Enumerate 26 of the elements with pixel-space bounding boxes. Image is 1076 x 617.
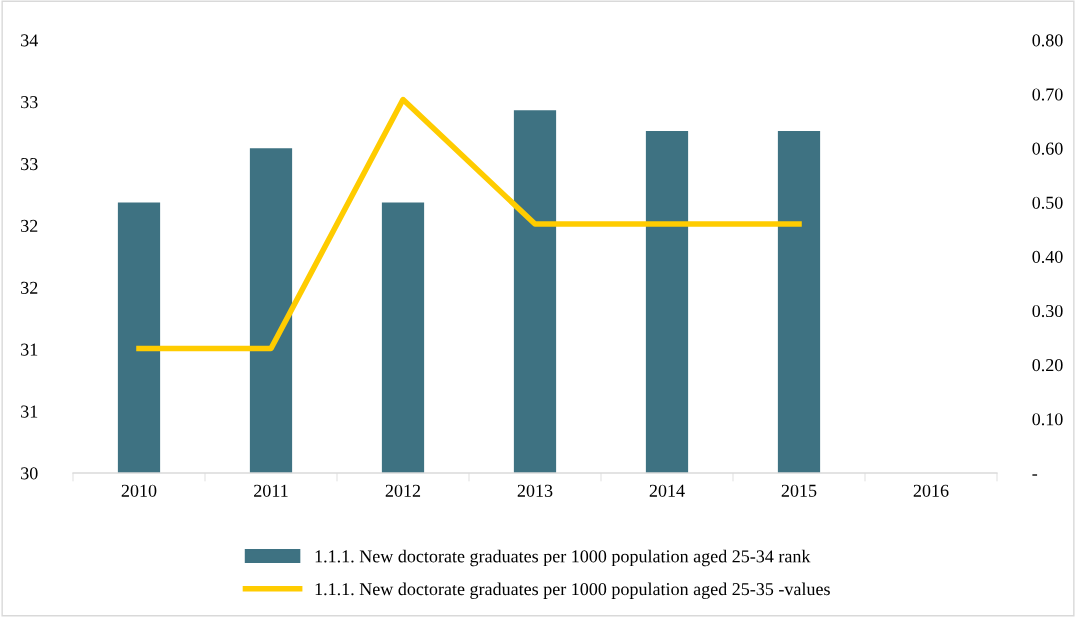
x-tick-label: 2010: [121, 484, 157, 497]
legend-label: 1.1.1. New doctorate graduates per 1000 population aged 25-34 rank: [315, 549, 811, 567]
y2-tick-label: 0.20: [1032, 359, 1063, 372]
y-tick-label: 32: [21, 281, 38, 294]
y-tick-label: 31: [21, 405, 38, 418]
y2-tick-label: 0.60: [1032, 142, 1063, 155]
y-tick-label: 33: [21, 96, 38, 109]
y-tick-label: 32: [21, 219, 38, 232]
x-tick-label: 2014: [649, 484, 685, 497]
x-tick-label: 2015: [781, 484, 817, 497]
x-tick-label: 2016: [913, 484, 949, 497]
y2-tick-label: 0.40: [1032, 250, 1063, 264]
y-tick-label: 34: [21, 34, 38, 47]
y-tick-label: 30: [21, 467, 38, 480]
y2-tick-label: 0.50: [1032, 196, 1063, 209]
y-tick-label: 31: [21, 343, 38, 356]
y-tick-label: 33: [21, 158, 38, 171]
x-tick-label: 2013: [517, 484, 553, 497]
y2-tick-label: 0.70: [1032, 88, 1063, 101]
y2-tick-label: 0.10: [1032, 413, 1063, 426]
legend-label: 1.1.1. New doctorate graduates per 1000 population aged 25-35 -values: [315, 582, 830, 599]
y2-tick-label: 0.30: [1032, 304, 1063, 318]
x-tick-label: 2012: [385, 484, 421, 497]
y2-tick-label: -: [1032, 474, 1038, 476]
y2-tick-label: 0.80: [1032, 34, 1063, 47]
x-tick-label: 2011: [254, 484, 288, 497]
